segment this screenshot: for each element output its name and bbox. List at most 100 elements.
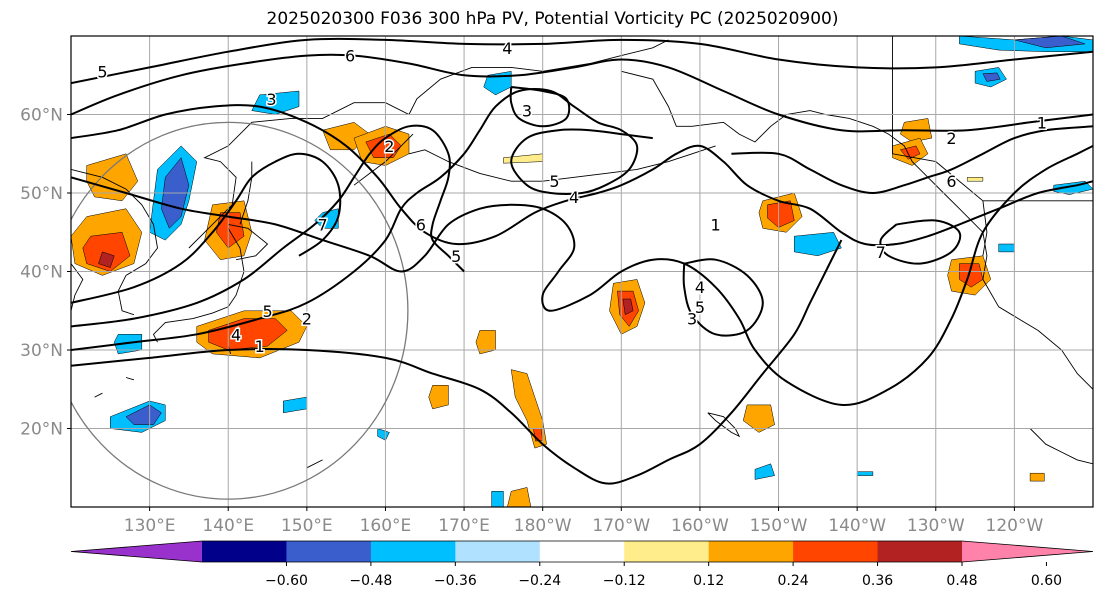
pv-anomaly-patch xyxy=(982,72,1001,82)
pv-contour xyxy=(71,124,465,328)
pv-anomaly-patch xyxy=(251,90,300,115)
contour-label: 4 xyxy=(231,325,241,344)
colorbar-tick-label: 0.12 xyxy=(693,573,724,589)
pv-anomaly-patch xyxy=(314,208,339,229)
pv-anomaly-patch xyxy=(491,491,504,507)
pv-contour xyxy=(71,152,342,304)
pv-contour xyxy=(731,125,1093,195)
contour-label: 6 xyxy=(345,47,355,66)
colorbar-segment xyxy=(202,541,287,562)
pv-anomaly-patch xyxy=(767,200,795,228)
colorbar: −0.60 −0.48 −0.36 −0.24 −0.12 0.12 0.24 0.36 0.4… xyxy=(70,540,1094,589)
colorbar-segment xyxy=(370,541,456,562)
colorbar-segment xyxy=(708,541,794,562)
contour-label: 7 xyxy=(317,215,327,234)
longitude-tick-label: 170°W xyxy=(592,516,650,536)
contour-label: 5 xyxy=(695,298,705,317)
distance-ring xyxy=(71,121,409,500)
colorbar-outline xyxy=(70,540,1094,563)
pv-anomaly-patch xyxy=(966,177,984,182)
contour-label: 5 xyxy=(451,247,461,266)
colorbar-tick-label: −0.60 xyxy=(265,573,308,589)
pv-anomaly-patch xyxy=(98,251,115,268)
island-outline xyxy=(306,459,323,469)
colorbar-tick-label: 0.24 xyxy=(778,573,809,589)
contour-label: 3 xyxy=(266,90,276,109)
pv-contour xyxy=(71,145,1093,406)
latitude-tick-label: 60°N xyxy=(20,106,63,126)
coastline xyxy=(71,168,158,316)
pv-contour xyxy=(71,53,1093,133)
pv-anomaly-patch xyxy=(1029,472,1045,482)
latitude-tick-label: 20°N xyxy=(20,420,63,440)
colorbar-tick-label: −0.48 xyxy=(349,573,392,589)
contour-label: 4 xyxy=(695,278,705,297)
contour-label: 3 xyxy=(687,310,697,329)
pv-contour xyxy=(71,37,1093,85)
pv-anomaly-patch xyxy=(998,243,1015,253)
contour-label: 1 xyxy=(711,215,721,234)
latitude-tick-label: 40°N xyxy=(20,263,63,283)
longitude-tick-label: 160°E xyxy=(360,516,412,536)
coastline xyxy=(228,223,269,261)
latitude-tick-label: 30°N xyxy=(20,341,63,361)
longitude-tick-label: 120°W xyxy=(986,516,1044,536)
colorbar-segment xyxy=(624,541,710,562)
contour-label: 1 xyxy=(1037,113,1047,132)
contour-label: 5 xyxy=(97,62,107,81)
pv-contour xyxy=(71,104,1093,247)
pv-anomaly-patch xyxy=(507,487,532,507)
pv-anomaly-patch xyxy=(125,404,162,425)
longitude-tick-label: 130°E xyxy=(124,516,176,536)
colorbar-segment xyxy=(455,541,541,562)
contour-label: 6 xyxy=(946,172,956,191)
pv-contour xyxy=(682,258,764,337)
colorbar-tick-label: −0.36 xyxy=(434,573,477,589)
colorbar-segment xyxy=(539,541,625,562)
contour-label: 6 xyxy=(416,215,426,234)
coastline-layer xyxy=(71,36,1093,469)
contour-label: 5 xyxy=(549,172,559,191)
island-outline xyxy=(125,377,135,381)
coastline xyxy=(1029,428,1093,465)
contour-label: 2 xyxy=(302,310,312,329)
longitude-tick-label: 160°W xyxy=(671,516,729,536)
pv-anomaly-patch xyxy=(856,471,874,476)
latitude-axis: 20°N 30°N 40°N 50°N 60°N xyxy=(20,106,71,440)
pv-anomaly-patch xyxy=(622,298,634,316)
contour-label: 2 xyxy=(384,137,394,156)
colorbar-extend-low xyxy=(71,541,202,562)
longitude-tick-label: 170°E xyxy=(438,516,490,536)
longitude-tick-label: 150°E xyxy=(281,516,333,536)
pv-contour xyxy=(879,219,962,265)
colorbar-tick-label: 0.48 xyxy=(946,573,977,589)
coastline xyxy=(982,200,988,256)
longitude-tick-label: 150°W xyxy=(750,516,808,536)
pv-anomaly-patch xyxy=(428,385,449,410)
colorbar-tick-label: −0.24 xyxy=(518,573,561,589)
colorbar-extend-high xyxy=(962,541,1093,562)
coastline xyxy=(152,228,245,343)
pv-anomaly-patch xyxy=(475,330,496,355)
colorbar-tick-label: 0.60 xyxy=(1031,573,1062,589)
longitude-tick-label: 180°W xyxy=(514,516,572,536)
pv-contour-layer xyxy=(71,37,1093,485)
island-outline xyxy=(707,412,741,438)
colorbar-tick-label: −0.12 xyxy=(603,573,646,589)
pv-anomaly-patch xyxy=(754,463,775,480)
coastline xyxy=(621,70,1039,331)
contour-label: 5 xyxy=(262,302,272,321)
contour-label: 2 xyxy=(946,129,956,148)
longitude-tick-label: 140°E xyxy=(202,516,254,536)
contour-label: 7 xyxy=(876,243,886,262)
longitude-tick-label: 140°W xyxy=(828,516,886,536)
pv-contour xyxy=(71,239,843,485)
colorbar-segment xyxy=(286,541,372,562)
contour-label: 1 xyxy=(255,337,265,356)
colorbar-segment xyxy=(793,541,879,562)
contour-label: 3 xyxy=(522,102,532,121)
